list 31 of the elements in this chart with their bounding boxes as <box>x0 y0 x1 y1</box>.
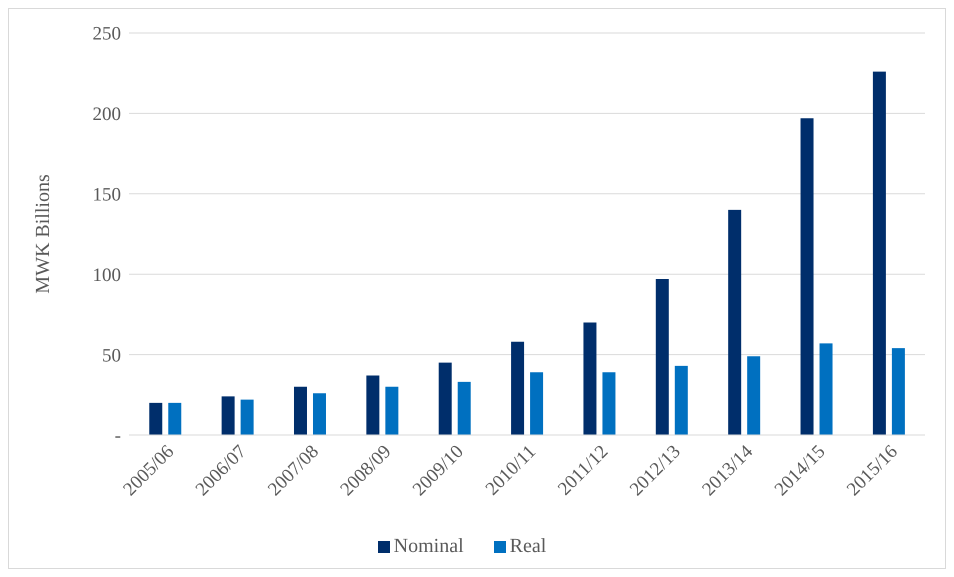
bar <box>294 386 307 435</box>
bar <box>149 402 162 435</box>
bar <box>820 343 833 435</box>
bar <box>312 393 326 435</box>
legend-label: Nominal <box>394 535 464 557</box>
y-tick-label: 150 <box>92 184 121 206</box>
bar <box>747 356 760 435</box>
legend-label: Real <box>510 535 546 557</box>
y-tick-label: 250 <box>92 24 121 45</box>
bar <box>800 118 814 435</box>
bar <box>602 372 616 435</box>
y-tick-label: 100 <box>92 264 121 286</box>
bar <box>168 402 182 435</box>
y-axis-title: MWK Billions <box>32 174 54 294</box>
bar <box>385 386 398 435</box>
bar <box>222 396 235 435</box>
bar <box>892 348 905 435</box>
bar <box>656 279 669 435</box>
bar <box>530 372 544 435</box>
bar <box>583 322 596 435</box>
y-tick-label: - <box>114 426 121 447</box>
bar <box>366 376 380 435</box>
bar <box>674 366 688 435</box>
bar <box>240 400 254 435</box>
bar <box>438 362 452 435</box>
bar <box>511 342 524 435</box>
y-tick-label: 50 <box>102 345 121 366</box>
bar <box>872 72 886 435</box>
bar <box>728 210 742 435</box>
bar <box>458 382 471 435</box>
y-tick-label: 200 <box>92 104 121 126</box>
